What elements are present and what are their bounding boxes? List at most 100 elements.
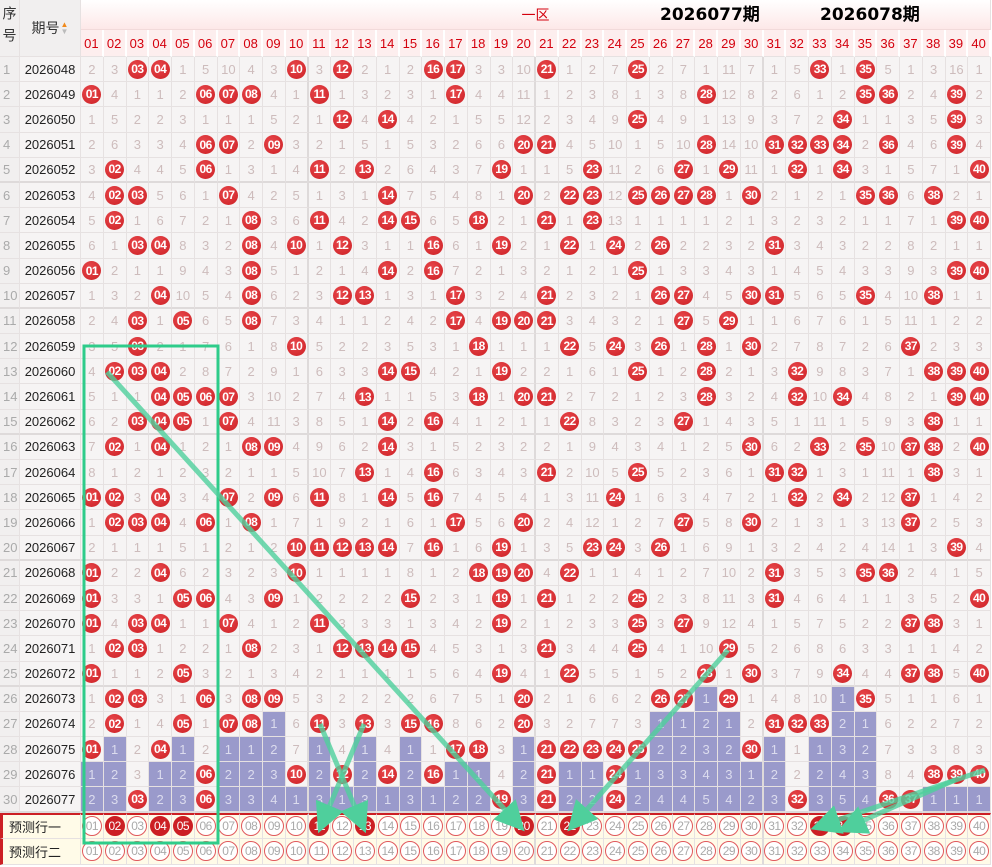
prediction-cell[interactable]: 31 bbox=[763, 838, 787, 865]
prediction-ball[interactable]: 04 bbox=[150, 841, 171, 862]
prediction-cell[interactable]: 23 bbox=[581, 838, 605, 865]
prediction-ball[interactable]: 25 bbox=[627, 816, 648, 837]
prediction-ball[interactable]: 37 bbox=[900, 816, 921, 837]
prediction-cell[interactable]: 40 bbox=[968, 812, 991, 839]
prediction-cell[interactable]: 35 bbox=[854, 838, 878, 865]
prediction-ball[interactable]: 10 bbox=[286, 841, 307, 862]
prediction-ball[interactable]: 24 bbox=[605, 816, 626, 837]
prediction-ball[interactable]: 12 bbox=[332, 841, 353, 862]
prediction-cell[interactable]: 19 bbox=[490, 838, 514, 865]
prediction-ball[interactable]: 31 bbox=[764, 841, 785, 862]
prediction-cell[interactable]: 36 bbox=[877, 812, 900, 839]
prediction-cell[interactable]: 10 bbox=[285, 812, 309, 839]
prediction-cell[interactable]: 39 bbox=[945, 812, 969, 839]
prediction-ball[interactable]: 01 bbox=[81, 841, 102, 862]
prediction-cell[interactable]: 22 bbox=[558, 838, 582, 865]
prediction-ball[interactable]: 19 bbox=[491, 841, 512, 862]
prediction-cell[interactable]: 28 bbox=[695, 838, 718, 865]
prediction-cell[interactable]: 36 bbox=[877, 838, 900, 865]
prediction-ball[interactable]: 33 bbox=[809, 841, 830, 862]
prediction-ball[interactable]: 16 bbox=[423, 841, 444, 862]
prediction-ball[interactable]: 31 bbox=[764, 816, 785, 837]
prediction-cell[interactable]: 08 bbox=[240, 812, 263, 839]
prediction-ball[interactable]: 22 bbox=[559, 841, 580, 862]
prediction-cell[interactable]: 10 bbox=[285, 838, 309, 865]
prediction-ball[interactable]: 03 bbox=[127, 841, 148, 862]
prediction-cell[interactable]: 29 bbox=[718, 812, 741, 839]
prediction-cell[interactable]: 06 bbox=[194, 838, 218, 865]
prediction-cell[interactable]: 34 bbox=[831, 838, 855, 865]
prediction-cell[interactable]: 14 bbox=[376, 812, 400, 839]
prediction-ball[interactable]: 28 bbox=[696, 816, 717, 837]
prediction-ball[interactable]: 07 bbox=[218, 841, 239, 862]
prediction-cell[interactable]: 05 bbox=[172, 838, 195, 865]
prediction-ball[interactable]: 14 bbox=[377, 816, 398, 837]
prediction-ball[interactable]: 38 bbox=[923, 841, 944, 862]
prediction-cell[interactable]: 37 bbox=[900, 838, 923, 865]
issue-header[interactable]: 期号 ▲ ▼ bbox=[20, 0, 81, 57]
prediction-cell[interactable]: 26 bbox=[649, 812, 673, 839]
prediction-cell[interactable]: 11 bbox=[308, 812, 332, 839]
prediction-ball[interactable]: 12 bbox=[332, 816, 353, 837]
prediction-cell[interactable]: 20 bbox=[513, 838, 536, 865]
prediction-cell[interactable]: 04 bbox=[149, 838, 172, 865]
prediction-ball[interactable]: 21 bbox=[536, 841, 557, 862]
prediction-ball[interactable]: 13 bbox=[354, 841, 375, 862]
prediction-ball[interactable]: 29 bbox=[718, 841, 739, 862]
prediction-cell[interactable]: 20 bbox=[513, 812, 536, 839]
prediction-ball[interactable]: 03 bbox=[127, 816, 148, 837]
prediction-ball[interactable]: 29 bbox=[718, 816, 739, 837]
prediction-ball[interactable]: 10 bbox=[286, 816, 307, 837]
prediction-cell[interactable]: 31 bbox=[763, 812, 787, 839]
prediction-cell[interactable]: 24 bbox=[604, 812, 627, 839]
prediction-cell[interactable]: 02 bbox=[103, 812, 127, 839]
prediction-ball[interactable]: 05 bbox=[172, 841, 193, 862]
prediction-ball[interactable]: 14 bbox=[377, 841, 398, 862]
prediction-ball-selected[interactable]: 33 bbox=[809, 816, 830, 837]
prediction-ball[interactable]: 40 bbox=[969, 841, 990, 862]
prediction-ball-selected[interactable]: 11 bbox=[309, 816, 330, 837]
prediction-cell[interactable]: 13 bbox=[354, 838, 377, 865]
prediction-ball[interactable]: 38 bbox=[923, 816, 944, 837]
prediction-cell[interactable]: 08 bbox=[240, 838, 263, 865]
prediction-ball[interactable]: 26 bbox=[650, 841, 671, 862]
prediction-ball-selected[interactable]: 05 bbox=[172, 816, 193, 837]
prediction-cell[interactable]: 32 bbox=[786, 812, 809, 839]
prediction-cell[interactable]: 09 bbox=[263, 838, 286, 865]
prediction-ball[interactable]: 30 bbox=[741, 841, 762, 862]
prediction-cell[interactable]: 05 bbox=[172, 812, 195, 839]
prediction-ball[interactable]: 07 bbox=[218, 816, 239, 837]
prediction-ball[interactable]: 23 bbox=[582, 841, 603, 862]
prediction-cell[interactable]: 40 bbox=[968, 838, 991, 865]
prediction-ball[interactable]: 39 bbox=[946, 816, 967, 837]
prediction-ball[interactable]: 35 bbox=[855, 816, 876, 837]
prediction-cell[interactable]: 03 bbox=[126, 838, 150, 865]
prediction-ball[interactable]: 36 bbox=[878, 841, 899, 862]
prediction-ball[interactable]: 27 bbox=[673, 816, 694, 837]
prediction-cell[interactable]: 09 bbox=[263, 812, 286, 839]
prediction-cell[interactable]: 18 bbox=[467, 838, 491, 865]
prediction-cell[interactable]: 16 bbox=[422, 812, 445, 839]
prediction-ball[interactable]: 17 bbox=[445, 816, 466, 837]
prediction-cell[interactable]: 07 bbox=[217, 812, 241, 839]
prediction-ball-selected[interactable]: 22 bbox=[559, 816, 580, 837]
prediction-cell[interactable]: 15 bbox=[399, 812, 423, 839]
prediction-cell[interactable]: 01 bbox=[81, 838, 104, 865]
prediction-cell[interactable]: 25 bbox=[627, 838, 650, 865]
prediction-cell[interactable]: 01 bbox=[81, 812, 104, 839]
prediction-ball-selected[interactable]: 04 bbox=[150, 816, 171, 837]
prediction-cell[interactable]: 38 bbox=[922, 812, 946, 839]
prediction-ball[interactable]: 08 bbox=[241, 841, 262, 862]
prediction-cell[interactable]: 30 bbox=[740, 838, 764, 865]
prediction-ball[interactable]: 32 bbox=[787, 841, 808, 862]
prediction-ball[interactable]: 09 bbox=[263, 816, 284, 837]
prediction-cell[interactable]: 13 bbox=[354, 812, 377, 839]
prediction-ball[interactable]: 30 bbox=[741, 816, 762, 837]
prediction-ball[interactable]: 17 bbox=[445, 841, 466, 862]
prediction-cell[interactable]: 06 bbox=[194, 812, 218, 839]
prediction-cell[interactable]: 39 bbox=[945, 838, 969, 865]
prediction-cell[interactable]: 18 bbox=[467, 812, 491, 839]
prediction-cell[interactable]: 11 bbox=[308, 838, 332, 865]
prediction-ball[interactable]: 19 bbox=[491, 816, 512, 837]
prediction-cell[interactable]: 21 bbox=[536, 812, 559, 839]
